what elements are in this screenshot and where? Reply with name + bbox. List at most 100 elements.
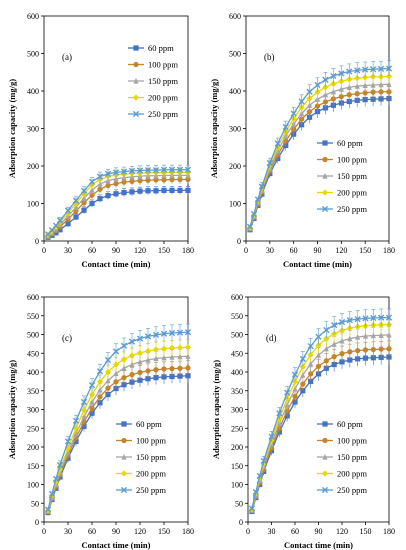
series-4 bbox=[44, 339, 192, 514]
y-tick-label: 600 bbox=[27, 12, 39, 21]
data-point bbox=[113, 370, 119, 377]
legend-entry: 60 ppm bbox=[136, 419, 162, 429]
x-tick-label: 0 bbox=[244, 246, 248, 255]
legend-entry: 150 ppm bbox=[337, 171, 367, 181]
data-point bbox=[322, 99, 329, 105]
data-point bbox=[97, 196, 103, 202]
data-point bbox=[120, 342, 128, 349]
data-point bbox=[385, 73, 393, 80]
legend-entry: 100 ppm bbox=[337, 155, 367, 165]
data-point bbox=[136, 335, 144, 342]
data-point bbox=[153, 367, 159, 373]
data-point bbox=[129, 379, 135, 385]
panel-label: (c) bbox=[62, 333, 72, 343]
data-point bbox=[282, 123, 289, 131]
data-point bbox=[330, 96, 336, 102]
series-5 bbox=[44, 323, 192, 513]
legend: 60 ppm 100 ppm 150 ppm 200 ppm 250 ppm bbox=[116, 419, 166, 495]
data-point bbox=[306, 88, 313, 95]
data-point bbox=[362, 82, 368, 88]
data-point bbox=[185, 365, 191, 371]
y-tick-label: 200 bbox=[27, 443, 39, 452]
legend-marker bbox=[132, 94, 140, 101]
data-point bbox=[169, 353, 175, 360]
data-point bbox=[96, 173, 104, 180]
data-point bbox=[152, 167, 160, 174]
data-point bbox=[120, 168, 128, 175]
panel-label: (b) bbox=[264, 52, 275, 62]
y-tick-label: 550 bbox=[27, 312, 39, 321]
data-point bbox=[266, 159, 273, 167]
data-point bbox=[64, 438, 72, 445]
data-point bbox=[284, 389, 291, 396]
legend-marker bbox=[132, 110, 140, 118]
data-point bbox=[323, 335, 330, 342]
data-point bbox=[362, 347, 369, 353]
data-point bbox=[185, 187, 191, 193]
series-line bbox=[47, 178, 188, 238]
data-point bbox=[80, 187, 88, 194]
panel-label: (a) bbox=[62, 52, 72, 62]
data-point bbox=[254, 196, 262, 203]
y-tick-label: 150 bbox=[231, 462, 243, 471]
data-point bbox=[168, 166, 176, 173]
data-point bbox=[97, 186, 103, 192]
legend-entry: 150 ppm bbox=[337, 452, 367, 462]
data-point bbox=[185, 353, 191, 359]
legend-marker bbox=[321, 486, 329, 494]
x-tick-label: 150 bbox=[360, 527, 372, 536]
y-tick-label: 100 bbox=[229, 200, 241, 209]
legend-marker bbox=[321, 205, 329, 213]
series-5 bbox=[44, 164, 192, 238]
data-point bbox=[362, 332, 369, 339]
data-point bbox=[339, 351, 345, 357]
data-point bbox=[168, 329, 176, 337]
x-axis-label: Contact time (min) bbox=[283, 259, 352, 269]
legend-entry: 60 ppm bbox=[337, 138, 363, 148]
data-point bbox=[315, 371, 322, 377]
data-point bbox=[88, 382, 96, 389]
data-point bbox=[370, 314, 377, 322]
y-tick-label: 300 bbox=[27, 125, 39, 134]
series-5 bbox=[248, 308, 393, 512]
data-point bbox=[362, 74, 369, 81]
data-point bbox=[362, 355, 369, 361]
x-tick-label: 0 bbox=[246, 527, 250, 536]
x-tick-label: 180 bbox=[383, 246, 395, 255]
data-point bbox=[89, 200, 95, 207]
data-point bbox=[298, 98, 305, 105]
y-axis-label: Adsorption capacity (mg/g) bbox=[7, 360, 17, 459]
data-point bbox=[354, 67, 361, 74]
data-point bbox=[89, 186, 95, 193]
plot-frame bbox=[245, 15, 390, 242]
data-point bbox=[128, 167, 136, 174]
data-point bbox=[386, 346, 392, 352]
data-point bbox=[378, 346, 384, 352]
data-point bbox=[48, 490, 56, 497]
data-point bbox=[105, 182, 111, 189]
panel-label: (d) bbox=[266, 333, 277, 343]
y-tick-label: 400 bbox=[231, 368, 243, 377]
data-point bbox=[362, 66, 369, 73]
data-point bbox=[346, 317, 353, 324]
data-point bbox=[246, 223, 254, 230]
data-point bbox=[161, 374, 167, 380]
chart-panel-4: 0 30 60 90 120 150 180 0 50 100 150 200 250 300 350 400… bbox=[211, 293, 395, 550]
data-point bbox=[129, 189, 135, 195]
data-point bbox=[378, 332, 384, 338]
data-point bbox=[160, 166, 168, 173]
data-point bbox=[378, 96, 384, 102]
y-tick-label: 300 bbox=[27, 406, 39, 415]
y-tick-label: 400 bbox=[27, 87, 39, 96]
data-point bbox=[112, 361, 120, 368]
data-point bbox=[144, 167, 152, 174]
x-tick-label: 150 bbox=[158, 527, 170, 536]
data-point bbox=[145, 368, 151, 374]
legend-marker bbox=[133, 61, 139, 68]
data-point bbox=[169, 366, 175, 372]
x-tick-label: 30 bbox=[64, 246, 72, 255]
y-axis-label: Adsorption capacity (mg/g) bbox=[211, 360, 221, 459]
data-point bbox=[44, 506, 52, 513]
y-tick-label: 50 bbox=[235, 499, 243, 508]
data-point bbox=[362, 315, 369, 322]
